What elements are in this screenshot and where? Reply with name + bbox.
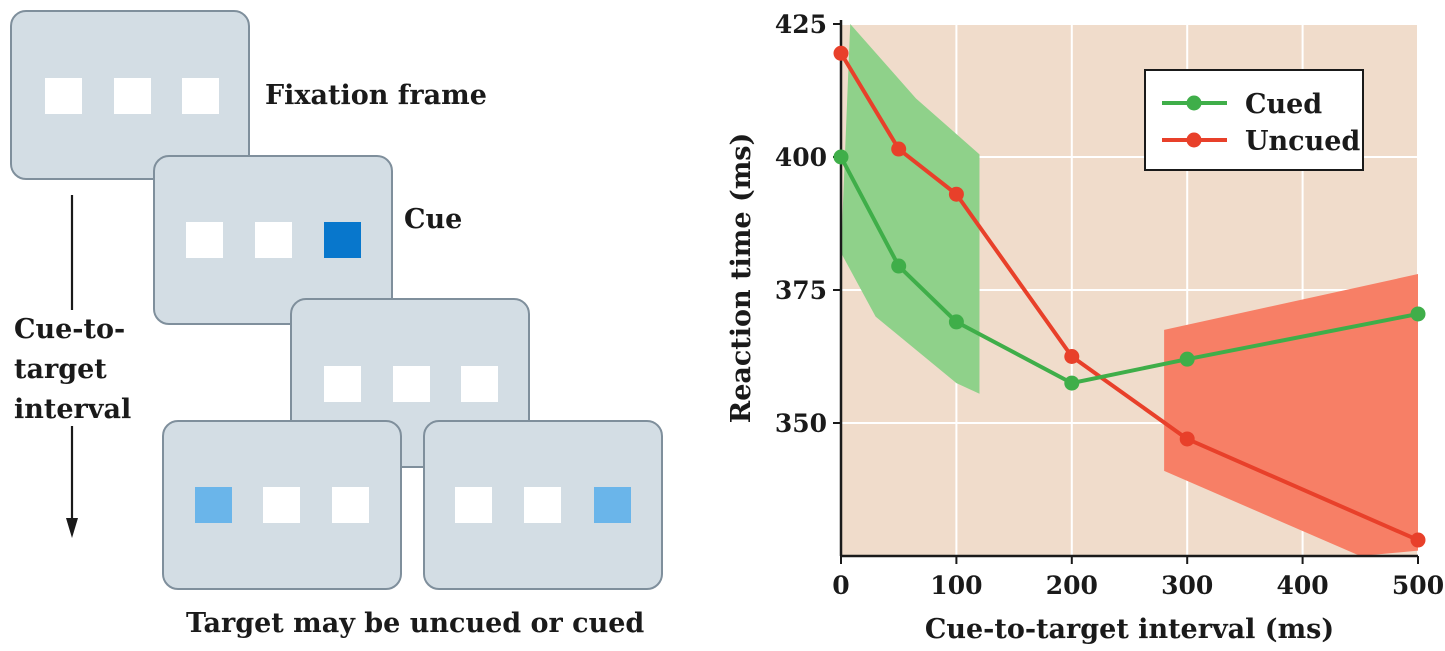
cued-data-point	[833, 149, 849, 165]
cue-label: Cue	[404, 204, 463, 235]
interval-label-line: interval	[14, 394, 132, 425]
interval-label-line: target	[14, 354, 107, 385]
target-box-left	[195, 487, 232, 523]
legend-entry-label: Cued	[1245, 89, 1322, 120]
cued-data-point	[1064, 375, 1080, 391]
placeholder-box-right	[332, 487, 369, 523]
uncued-data-point	[1064, 349, 1080, 364]
placeholder-box-middle	[114, 78, 151, 114]
x-tick-label: 200	[1046, 571, 1098, 600]
uncued-target-screen	[162, 420, 402, 590]
uncued-variability-band	[1164, 274, 1418, 556]
cued-data-point	[1179, 351, 1195, 367]
placeholder-box-middle	[524, 487, 561, 523]
uncued-series-line	[839, 52, 1419, 542]
legend-box	[1144, 69, 1364, 171]
cue-to-target-interval-label: Cue-to- target interval	[14, 310, 144, 430]
uncued-data-point	[948, 186, 964, 202]
fixation-frame-screen	[10, 10, 250, 180]
y-tick-label: 425	[775, 10, 827, 39]
fixation-frame-label: Fixation frame	[265, 80, 487, 111]
y-tick-label: 350	[775, 409, 827, 438]
interval-label-line: Cue-to-	[14, 314, 126, 345]
y-tick-label: 400	[775, 143, 827, 172]
cue-screen	[153, 155, 393, 325]
placeholder-box-left	[45, 78, 82, 114]
placeholder-box-left	[455, 487, 492, 523]
uncued-data-point	[891, 141, 907, 157]
cue-box-highlighted	[324, 222, 361, 258]
cued-data-point	[891, 258, 907, 274]
x-tick-label: 500	[1392, 571, 1444, 600]
y-tick-label: 375	[775, 276, 827, 305]
placeholder-box-right	[461, 366, 498, 402]
x-tick-label: 0	[832, 571, 849, 600]
placeholder-box-right	[182, 78, 219, 114]
cued-data-point	[948, 314, 964, 330]
placeholder-box-left	[324, 366, 361, 402]
uncued-data-point	[1410, 532, 1426, 548]
cued-target-screen	[423, 420, 663, 590]
bottom-caption: Target may be uncued or cued	[186, 608, 645, 639]
placeholder-box-left	[186, 222, 223, 258]
target-box-right	[594, 487, 631, 523]
cued-data-point	[1410, 306, 1426, 322]
uncued-data-point	[1179, 431, 1195, 447]
legend-swatch-marker	[1186, 132, 1202, 148]
x-tick-label: 100	[930, 571, 982, 600]
x-tick-label: 300	[1161, 571, 1213, 600]
legend-swatch-marker	[1186, 95, 1202, 111]
placeholder-box-middle	[263, 487, 300, 523]
legend-entry-label: Uncued	[1245, 126, 1360, 157]
cued-variability-band	[841, 24, 980, 394]
placeholder-box-middle	[393, 366, 430, 402]
placeholder-box-middle	[255, 222, 292, 258]
uncued-data-point	[833, 45, 849, 61]
x-tick-label: 400	[1277, 571, 1329, 600]
time-arrow	[66, 195, 78, 538]
x-axis-label: Cue-to-target interval (ms)	[925, 614, 1334, 645]
cued-series-line	[839, 156, 1419, 386]
y-axis-label: Reaction time (ms)	[726, 133, 757, 424]
